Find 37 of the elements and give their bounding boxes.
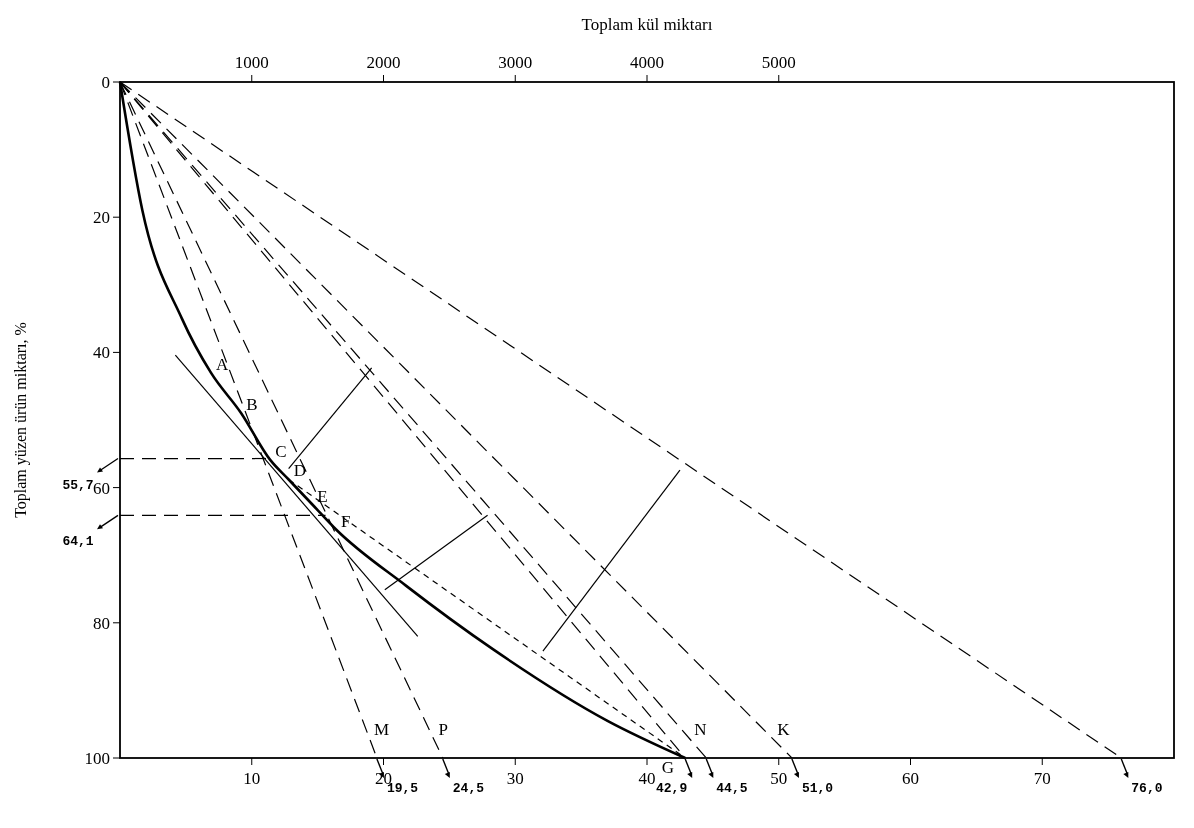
annotation: 42,9	[655, 781, 688, 796]
annotation: F	[341, 511, 351, 531]
annotation: 44,5	[716, 781, 748, 796]
annotation: 51,0	[801, 781, 834, 796]
annotation: A	[215, 354, 229, 374]
y-tick-label: 100	[84, 749, 110, 768]
y-tick-label: 20	[93, 208, 110, 228]
y-tick-label: 0	[101, 73, 110, 92]
annotation: B	[246, 395, 258, 415]
annotation: N	[694, 719, 707, 739]
annotation: G	[661, 758, 674, 778]
annotation: 24,5	[452, 781, 485, 796]
x2-axis-title: Toplam kül miktarı	[581, 15, 713, 34]
annotation: D	[293, 461, 306, 481]
x2-tick-label: 5000	[761, 53, 796, 72]
annotation: P	[438, 719, 449, 739]
x-tick-label: 30	[506, 769, 524, 788]
x-tick-label: 10	[243, 769, 261, 788]
x-tick-label: 50	[770, 769, 788, 788]
y-tick-label: 80	[93, 613, 110, 633]
annotation: E	[317, 486, 328, 506]
x2-tick-label: 4000	[630, 53, 664, 72]
x2-tick-label: 3000	[498, 53, 533, 72]
x2-tick-label: 2000	[366, 53, 401, 72]
annotation: K	[777, 719, 791, 739]
annotation: C	[275, 441, 287, 461]
x-tick-label: 60	[902, 769, 919, 788]
annotation: M	[374, 719, 390, 739]
x-tick-label: 70	[1033, 769, 1051, 788]
y-tick-label: 40	[93, 343, 110, 363]
x2-tick-label: 1000	[234, 53, 269, 72]
annotation: 55,7	[62, 477, 94, 493]
y-axis-title: Toplam yüzen ürün miktarı, %	[12, 322, 30, 518]
y-tick-label: 60	[93, 478, 110, 498]
annotation: 76,0	[1131, 781, 1163, 796]
x-tick-label: 40	[638, 769, 656, 788]
annotation: 64,1	[62, 534, 94, 550]
